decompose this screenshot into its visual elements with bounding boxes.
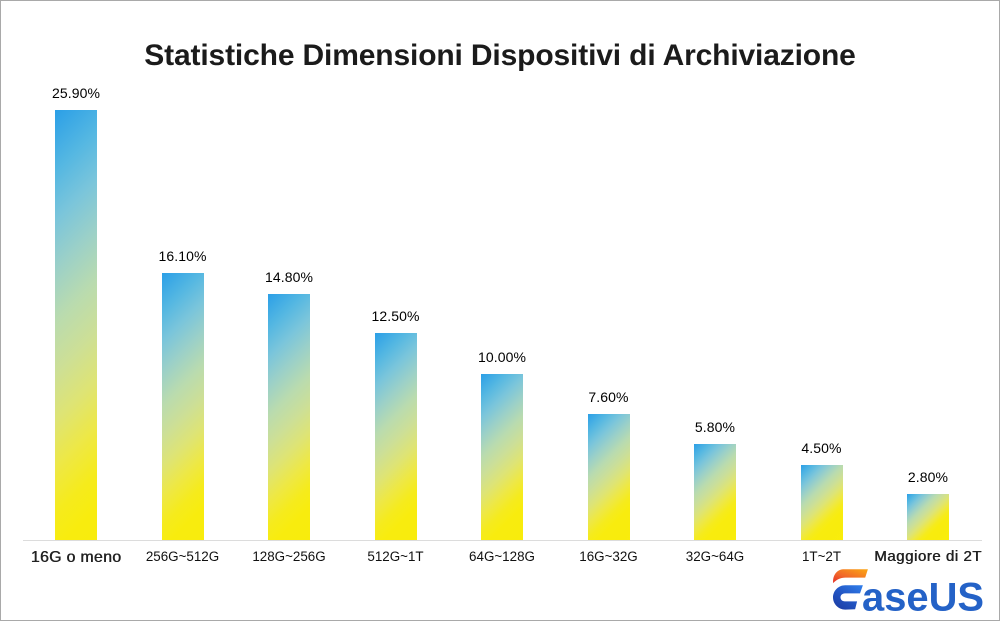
svg-text:aseUS: aseUS bbox=[862, 576, 984, 618]
